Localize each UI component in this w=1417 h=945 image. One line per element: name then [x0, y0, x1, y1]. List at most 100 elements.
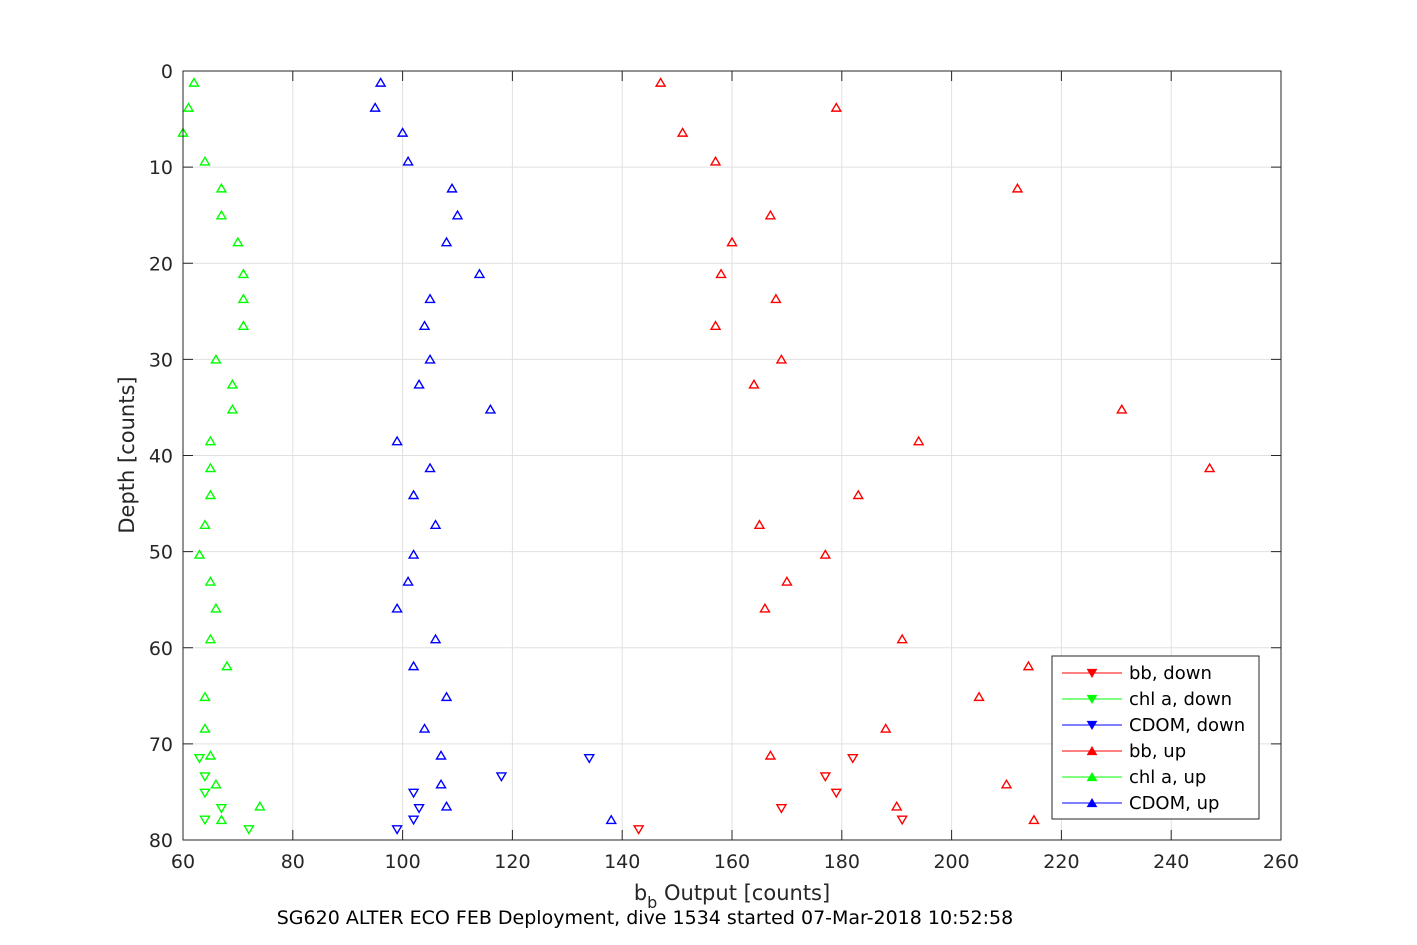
data-point [1011, 182, 1024, 193]
data-point [204, 749, 217, 760]
data-point [440, 691, 453, 702]
data-point [912, 435, 925, 446]
y-tick-label: 50 [149, 542, 173, 564]
data-point [896, 633, 908, 644]
legend-marker [1086, 797, 1098, 808]
data-point [407, 549, 420, 559]
figure-caption: SG620 ALTER ECO FEB Deployment, dive 153… [277, 907, 1013, 929]
data-point [418, 320, 431, 331]
axis-ticks [182, 70, 1282, 841]
data-point [473, 268, 486, 279]
x-axis-label: bb Output [counts] [634, 881, 830, 912]
data-point [847, 753, 859, 764]
data-point [715, 268, 727, 279]
data-point [709, 320, 722, 331]
data-point [391, 602, 403, 613]
data-point [204, 575, 217, 586]
data-point [1000, 778, 1013, 789]
data-point [204, 435, 217, 446]
legend-label: chl a, up [1129, 767, 1206, 788]
legend-marker [1086, 771, 1098, 782]
series-bb-up [654, 77, 1216, 825]
data-point [852, 489, 864, 500]
data-point [407, 660, 420, 671]
data-point [654, 77, 667, 87]
data-point [709, 155, 722, 166]
data-point [1028, 814, 1040, 825]
data-point [764, 749, 777, 760]
data-point [446, 182, 458, 193]
data-point [775, 803, 788, 814]
data-point [204, 462, 217, 473]
data-point [237, 320, 250, 331]
data-point [819, 549, 832, 559]
data-point [210, 602, 222, 613]
data-point [369, 102, 381, 112]
data-point [182, 102, 195, 112]
data-point [215, 814, 228, 825]
data-point [204, 633, 217, 644]
x-tick-label: 60 [171, 851, 195, 873]
data-point [199, 519, 211, 530]
data-point [243, 825, 255, 835]
data-point [391, 825, 403, 835]
data-point [583, 753, 595, 764]
y-tick-label: 20 [149, 253, 173, 275]
data-point [199, 815, 211, 826]
x-axis-label-rest: Output [counts] [657, 881, 830, 905]
legend-item-cdom-down: CDOM, down [1062, 715, 1245, 736]
legend-item-chl-a-up: chl a, up [1062, 767, 1206, 788]
data-point [879, 723, 892, 733]
data-point [440, 800, 453, 811]
data-point [429, 633, 442, 644]
x-tick-label: 160 [714, 851, 750, 873]
data-point [215, 209, 228, 220]
data-point [435, 778, 447, 789]
data-point [391, 435, 403, 446]
x-tick-label: 200 [933, 851, 969, 873]
y-axis-label: Depth [counts] [115, 376, 139, 533]
data-point [424, 462, 436, 473]
data-point [1203, 462, 1216, 473]
y-tick-label: 60 [149, 638, 173, 660]
data-point [451, 209, 464, 220]
data-point [753, 519, 766, 530]
data-point [199, 691, 211, 702]
y-tick-label: 40 [149, 446, 173, 468]
legend-marker [1086, 694, 1098, 705]
data-point [226, 403, 239, 414]
data-point [424, 293, 436, 304]
data-point [1022, 660, 1035, 671]
data-point [193, 549, 206, 559]
data-point [402, 575, 414, 586]
legend-label: bb, up [1129, 741, 1186, 762]
x-tick-label: 220 [1043, 851, 1079, 873]
data-point [495, 772, 508, 782]
data-point [435, 749, 447, 760]
data-point [605, 814, 617, 825]
x-tick-label: 80 [281, 851, 305, 873]
y-tick-label: 70 [149, 734, 173, 756]
data-point [748, 378, 760, 389]
data-point [199, 772, 211, 782]
data-point [764, 209, 777, 220]
data-point [204, 489, 217, 500]
x-axis-label-subscript: b [647, 893, 657, 912]
data-point [237, 293, 250, 304]
data-point [221, 660, 233, 671]
legend-item-bb-up: bb, up [1062, 741, 1186, 762]
data-point [199, 723, 211, 733]
y-tick-label: 10 [149, 157, 173, 179]
legend-marker [1086, 745, 1098, 756]
data-point [188, 77, 200, 87]
legend-item-cdom-up: CDOM, up [1062, 793, 1219, 814]
data-point [759, 602, 771, 613]
x-tick-label: 260 [1263, 851, 1299, 873]
legend-marker [1086, 720, 1098, 731]
data-point [193, 753, 206, 764]
data-point [830, 102, 843, 112]
x-tick-label: 180 [824, 851, 860, 873]
data-markers [177, 77, 1216, 835]
x-tick-label: 120 [494, 851, 530, 873]
